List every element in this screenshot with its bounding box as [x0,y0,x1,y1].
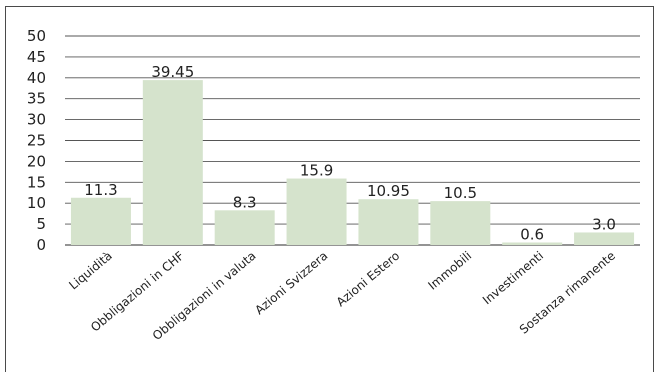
y-tick-label: 25 [27,132,46,150]
data-label: 10.5 [444,184,477,202]
data-label: 10.95 [367,182,410,200]
bar [214,210,275,245]
data-label: 39.45 [151,63,194,81]
data-label: 15.9 [300,162,333,180]
bar [574,232,635,245]
bar [142,80,203,245]
category-label: Liquidità [66,249,115,293]
y-tick-label: 5 [36,215,46,233]
data-label: 3.0 [592,215,616,233]
y-tick-label: 30 [27,111,46,129]
category-label: Investimenti [480,249,546,308]
data-label: 8.3 [233,193,257,211]
y-tick-label: 35 [27,90,46,108]
data-label: 0.6 [520,225,544,243]
y-tick-label: 45 [27,48,46,66]
category-label: Immobili [425,249,474,293]
category-label: Azioni Estero [334,249,403,310]
y-tick-label: 50 [27,27,46,45]
bar [70,197,131,245]
y-tick-label: 20 [27,152,46,170]
bar [502,242,563,245]
bar [286,178,347,245]
y-tick-label: 10 [27,194,46,212]
bar [430,201,491,245]
category-label: Azioni Svizzera [252,249,330,318]
y-tick-label: 0 [36,236,46,254]
y-tick-label: 40 [27,69,46,87]
y-tick-label: 15 [27,173,46,191]
bar [358,199,419,245]
data-label: 11.3 [84,181,117,199]
